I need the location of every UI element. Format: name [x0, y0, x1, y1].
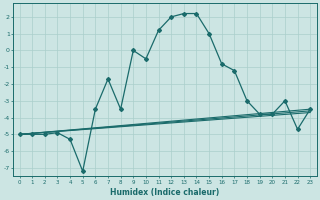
X-axis label: Humidex (Indice chaleur): Humidex (Indice chaleur) [110, 188, 220, 197]
